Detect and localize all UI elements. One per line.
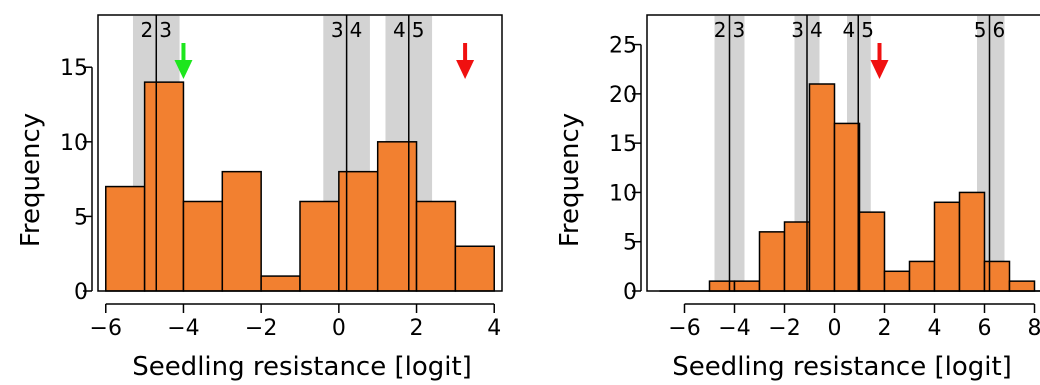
right-x-tick-label-7: 8 (1028, 316, 1040, 341)
right-axes: −6 −4 −2 0 2 4 6 8 0 5 10 15 20 25 (609, 34, 1040, 341)
left-bar-9 (454, 245, 495, 292)
right-y-tick-label-4: 20 (609, 83, 637, 108)
right-bar-2 (758, 231, 786, 292)
right-threshold-label-left-0: 2 (714, 18, 727, 42)
right-bar-12 (1008, 280, 1036, 292)
right-x-tick-label-5: 4 (928, 316, 942, 341)
left-bar-2 (182, 200, 224, 292)
right-bar-3 (783, 221, 811, 292)
right-bar-4 (808, 83, 836, 292)
left-arrow-1-icon (456, 43, 475, 79)
left-threshold-label-left-1: 3 (331, 18, 344, 42)
right-y-tick-label-5: 25 (609, 34, 637, 59)
left-x-tick-label-5: 4 (487, 316, 501, 341)
left-bar-4 (260, 275, 301, 292)
left-y-axis-label: Frequency (16, 113, 46, 247)
right-threshold-label-right-0: 3 (733, 18, 746, 42)
left-threshold-label-right-0: 3 (159, 18, 172, 42)
left-threshold-label-left-0: 2 (141, 18, 154, 42)
right-bar-1 (733, 280, 761, 292)
left-x-tick-label-3: 0 (332, 316, 346, 341)
right-x-tick-label-2: −2 (768, 316, 800, 341)
left-x-tick-label-4: 2 (410, 316, 424, 341)
left-bar-0 (105, 185, 146, 292)
left-threshold-label-right-2: 5 (412, 18, 425, 42)
left-arrow-0-icon (174, 43, 193, 79)
right-threshold-label-right-1: 4 (810, 18, 823, 42)
right-bar-6 (858, 211, 886, 292)
left-x-tick-label-1: −4 (167, 316, 199, 341)
left-threshold-label-right-1: 4 (350, 18, 363, 42)
right-arrow-0-icon (870, 43, 889, 79)
right-bar-9 (933, 201, 961, 292)
left-bar-5 (299, 200, 340, 292)
left-bar-1 (143, 81, 185, 292)
left-y-tick-label-1: 5 (74, 205, 88, 230)
left-y-tick-label-0: 0 (74, 280, 88, 305)
right-y-tick-label-2: 10 (609, 181, 637, 206)
left-x-axis-label: Seedling resistance [logit] (132, 352, 472, 382)
right-threshold-label-left-1: 3 (791, 18, 804, 42)
left-axes: −6 −4 −2 0 2 4 0 5 10 15 (60, 56, 501, 341)
right-bars (708, 83, 1036, 292)
right-threshold-label-right-2: 5 (861, 18, 874, 42)
left-threshold-label-left-2: 4 (393, 18, 406, 42)
right-bar-8 (908, 260, 936, 292)
right-threshold-label-left-2: 4 (843, 18, 856, 42)
left-bar-7 (376, 141, 418, 292)
left-bar-3 (221, 170, 262, 292)
right-y-tick-label-3: 15 (609, 132, 637, 157)
right-x-tick-label-6: 6 (978, 316, 992, 341)
left-x-tick-label-2: −2 (245, 316, 277, 341)
right-threshold-label-right-3: 6 (993, 18, 1006, 42)
right-x-axis-label: Seedling resistance [logit] (672, 352, 1012, 382)
right-bar-7 (883, 270, 911, 292)
right-threshold-label-left-3: 5 (974, 18, 987, 42)
right-x-tick-label-1: −4 (718, 316, 750, 341)
right-bar-11 (983, 260, 1011, 292)
right-plot-frame (646, 14, 1040, 292)
right-bar-0 (708, 280, 736, 292)
right-threshold-lines (728, 15, 991, 291)
right-y-tick-label-0: 0 (623, 280, 637, 305)
left-arrows (174, 43, 475, 79)
left-plot-frame (97, 14, 503, 292)
left-bar-8 (415, 200, 457, 292)
right-y-axis-label: Frequency (555, 113, 585, 247)
left-y-tick-label-3: 15 (60, 56, 88, 81)
right-x-tick-label-4: 2 (878, 316, 892, 341)
right-arrows (870, 43, 889, 79)
left-threshold-lines (155, 15, 410, 291)
right-bar-5 (833, 122, 861, 292)
left-y-tick-label-2: 10 (60, 131, 88, 156)
left-bar-6 (338, 170, 379, 292)
left-bars (105, 81, 495, 292)
right-bar-10 (958, 191, 986, 292)
right-x-tick-label-3: 0 (828, 316, 842, 341)
left-x-tick-label-0: −6 (90, 316, 122, 341)
right-x-tick-label-0: −6 (668, 316, 700, 341)
right-y-tick-label-1: 5 (623, 231, 637, 256)
